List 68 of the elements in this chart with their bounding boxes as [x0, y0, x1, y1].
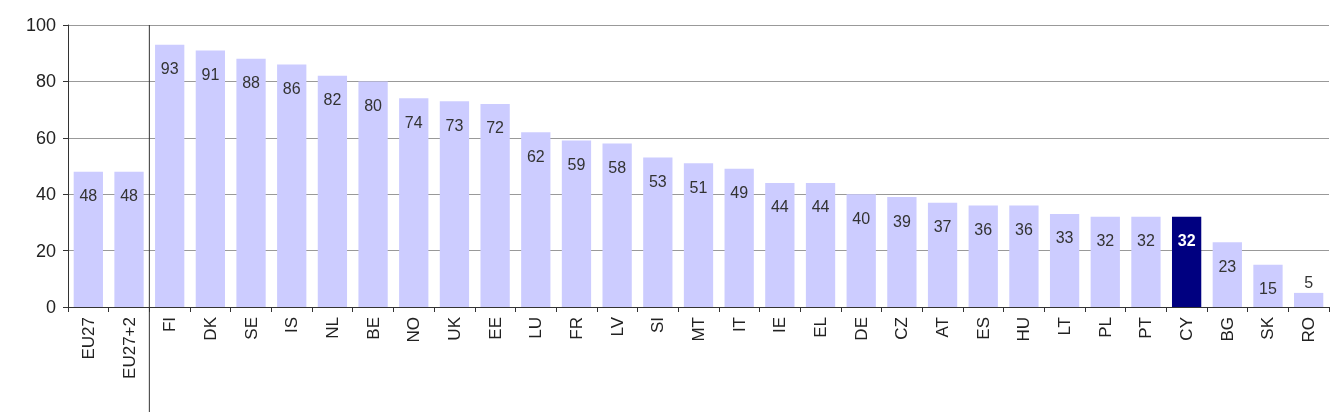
- data-label: 53: [648, 173, 667, 191]
- data-label: 36: [1015, 220, 1033, 238]
- data-label: 48: [79, 187, 98, 205]
- data-label: 32: [1177, 232, 1196, 250]
- x-tick-label: DE: [851, 317, 871, 341]
- x-tick-label: SE: [241, 317, 261, 340]
- data-label: 51: [689, 178, 708, 196]
- data-label: 82: [323, 91, 342, 109]
- x-tick-label: IS: [282, 317, 302, 334]
- x-tick-label: CY: [1177, 317, 1197, 341]
- data-label: 62: [526, 147, 545, 165]
- data-label: 37: [933, 218, 952, 236]
- x-tick-label: CZ: [892, 317, 912, 340]
- x-tick-label: SI: [648, 317, 668, 334]
- y-tick-label: 80: [35, 71, 56, 92]
- data-label: 49: [730, 184, 749, 202]
- y-tick-label: 0: [45, 297, 56, 317]
- x-tick-label: HU: [1014, 317, 1034, 342]
- x-tick-label: BE: [363, 317, 383, 340]
- x-tick-label: UK: [444, 316, 464, 341]
- x-tick-label: PT: [1136, 317, 1156, 339]
- data-label: 32: [1137, 232, 1155, 250]
- x-tick-label: EL: [811, 317, 831, 338]
- data-label: 91: [201, 65, 220, 83]
- x-tick-label: LT: [1055, 317, 1075, 336]
- x-tick-label: EE: [485, 317, 505, 340]
- data-label: 40: [852, 209, 871, 227]
- x-tick-label: SK: [1258, 316, 1278, 340]
- x-tick-label: DK: [200, 316, 220, 341]
- x-tick-label: AT: [933, 317, 953, 338]
- data-label: 23: [1218, 257, 1237, 275]
- data-label: 39: [892, 212, 911, 230]
- data-label: 32: [1096, 232, 1115, 250]
- x-tick-label: PL: [1095, 317, 1115, 338]
- data-label: 74: [404, 113, 423, 131]
- data-label: 86: [282, 79, 301, 97]
- data-label: 44: [770, 198, 789, 216]
- x-tick-label: EU27: [78, 317, 98, 360]
- x-tick-label: BG: [1217, 317, 1237, 342]
- y-tick-label: 100: [25, 15, 56, 35]
- y-tick-label: 40: [35, 184, 56, 205]
- x-tick-label: MT: [689, 317, 708, 342]
- x-tick-label: LU: [526, 317, 546, 339]
- x-tick-label: RO: [1299, 317, 1319, 343]
- x-tick-label: FI: [160, 317, 180, 333]
- data-label: 48: [120, 187, 139, 205]
- y-tick-label: 60: [35, 127, 56, 148]
- data-label: 33: [1055, 229, 1074, 247]
- data-label: 93: [160, 60, 179, 78]
- x-tick-label: IT: [729, 317, 749, 333]
- data-label: 44: [811, 198, 830, 216]
- x-tick-label: LV: [607, 316, 627, 337]
- data-label: 36: [974, 220, 993, 238]
- data-label: 59: [567, 156, 586, 174]
- data-label: 80: [364, 96, 383, 114]
- x-tick-label: NL: [322, 317, 342, 339]
- x-tick-label: FR: [566, 317, 586, 340]
- data-label: 73: [445, 116, 464, 134]
- x-tick-label: NO: [404, 317, 424, 343]
- x-tick-label: IE: [770, 317, 790, 334]
- data-label: 5: [1304, 274, 1314, 292]
- x-tick-label: EU27+2: [119, 317, 139, 379]
- data-label: 58: [608, 158, 627, 176]
- data-label: 15: [1259, 280, 1277, 298]
- data-label: 88: [242, 74, 261, 92]
- x-tick-label: ES: [973, 317, 993, 340]
- data-label: 72: [486, 119, 505, 137]
- y-tick-label: 20: [35, 240, 56, 261]
